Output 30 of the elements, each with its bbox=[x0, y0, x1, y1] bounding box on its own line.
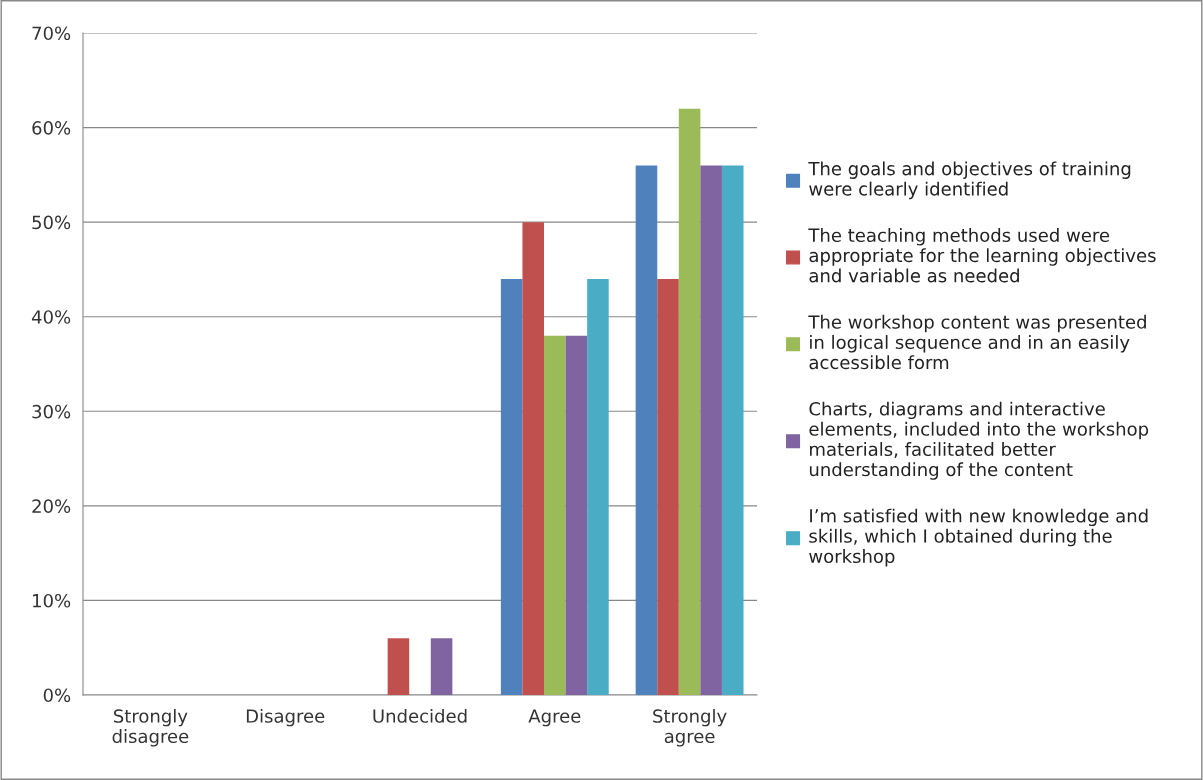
y-tick-label: 70% bbox=[32, 26, 71, 41]
bar bbox=[387, 638, 410, 695]
x-tick-label: Strongly agree bbox=[653, 708, 727, 747]
legend-label: I’m satisfied with new knowledge and skills, which I obtained during the workshop bbox=[809, 508, 1148, 567]
y-tick-label: 50% bbox=[32, 215, 71, 230]
bar bbox=[500, 278, 523, 695]
legend-label: The workshop content was presented in logical sequence and in an easily accessible form bbox=[808, 314, 1146, 370]
bar bbox=[587, 278, 609, 695]
bar bbox=[544, 335, 566, 695]
x-tick-label: Undecided bbox=[373, 708, 467, 723]
bar bbox=[657, 278, 679, 695]
bar bbox=[700, 165, 722, 695]
y-tick-label: 30% bbox=[32, 404, 71, 419]
x-tick-label: Strongly disagree bbox=[112, 708, 189, 747]
bar bbox=[430, 638, 453, 695]
bar bbox=[678, 108, 701, 695]
bar bbox=[565, 335, 588, 695]
y-tick-label: 40% bbox=[31, 310, 71, 324]
y-tick-label: 60% bbox=[32, 121, 71, 135]
legend-label: Charts, diagrams and interactive elements, included into the workshop materials, facilitated better understanding of the content bbox=[809, 401, 1149, 480]
bar bbox=[635, 165, 658, 695]
x-tick-label: Disagree bbox=[246, 708, 325, 727]
legend-label: The goals and objectives of training were clearly identified bbox=[808, 161, 1131, 200]
x-tick-label: Agree bbox=[528, 709, 581, 727]
y-tick-label: 0% bbox=[43, 688, 71, 703]
bar bbox=[721, 165, 744, 695]
y-tick-label: 20% bbox=[32, 499, 71, 513]
bar bbox=[522, 222, 545, 695]
legend-label: The teaching methods used were appropriate for the learning objectives and variable as needed bbox=[808, 228, 1156, 283]
y-tick-label: 10% bbox=[33, 593, 71, 608]
